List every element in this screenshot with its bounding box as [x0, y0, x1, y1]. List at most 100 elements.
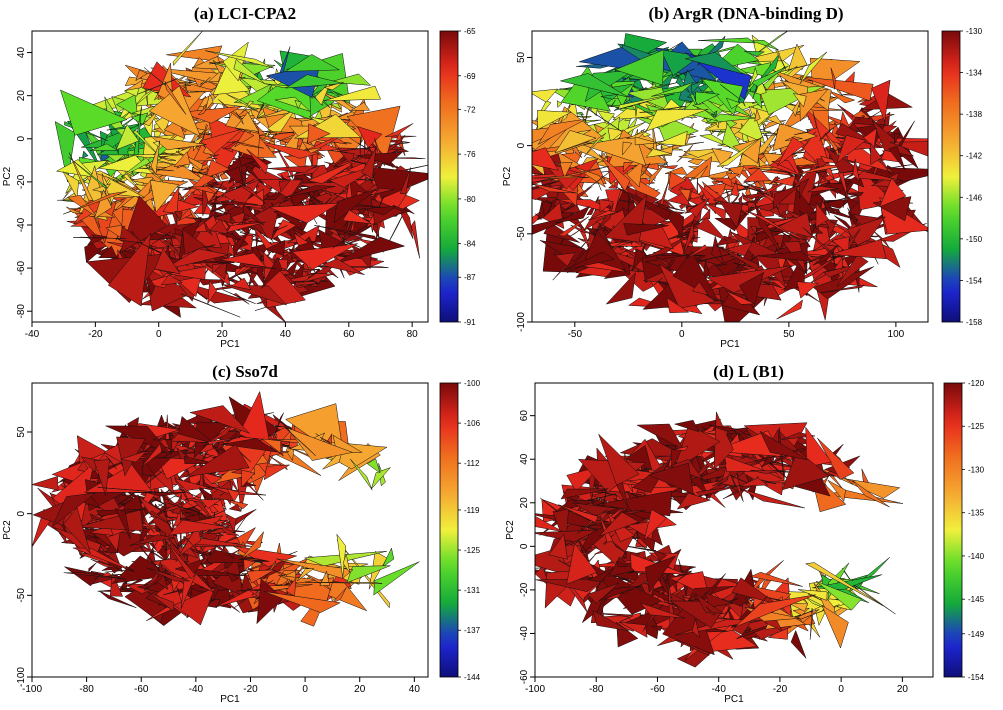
mesh-triangle [871, 79, 891, 123]
mesh-triangle [233, 58, 266, 85]
mesh-triangle [342, 209, 372, 225]
mesh-triangle [381, 547, 395, 568]
mesh-triangle [62, 170, 79, 200]
mesh-triangle [202, 146, 217, 156]
mesh-triangle [799, 51, 828, 84]
mesh-triangle [601, 176, 616, 187]
mesh-triangle [137, 77, 179, 95]
mesh-triangle [306, 127, 357, 151]
mesh-triangle [599, 199, 615, 213]
mesh-triangle [799, 178, 810, 199]
mesh-triangle [842, 190, 847, 208]
mesh-triangle [817, 169, 827, 188]
mesh-triangle [833, 251, 836, 266]
mesh-triangle [135, 85, 160, 106]
mesh-triangle [554, 252, 576, 267]
colorbar-tick-label: -69 [464, 72, 476, 81]
mesh-triangle [149, 557, 215, 593]
mesh-triangle [626, 159, 644, 188]
mesh-triangle [769, 176, 781, 185]
mesh-triangle [345, 237, 364, 245]
mesh-triangle [162, 516, 191, 521]
mesh-triangle [588, 210, 619, 221]
mesh-triangle [226, 221, 266, 233]
mesh-triangle [106, 123, 141, 131]
mesh-triangle [336, 233, 363, 242]
y-tick-label: 20 [16, 90, 27, 102]
mesh-triangle [246, 165, 262, 183]
mesh-triangle [762, 152, 785, 167]
mesh-triangle [556, 100, 563, 109]
mesh-triangle [73, 236, 127, 239]
mesh-triangle [819, 128, 834, 142]
mesh-triangle [632, 248, 647, 271]
y-tick-label: -100 [516, 312, 527, 332]
panel-title: (b) ArgR (DNA-binding D) [648, 4, 844, 23]
colorbar-tick-label: -125 [968, 422, 985, 431]
mesh-triangle [685, 52, 743, 75]
mesh-triangle [691, 80, 704, 94]
y-axis-label: PC2 [502, 166, 513, 186]
colorbar-tick-label: -87 [464, 273, 476, 282]
mesh-triangle [184, 456, 217, 464]
mesh-triangle [236, 141, 265, 149]
mesh-triangle [830, 239, 887, 260]
mesh-triangle [215, 532, 224, 537]
mesh-triangle [799, 88, 829, 122]
mesh-triangle [852, 158, 860, 183]
mesh-triangle [668, 171, 687, 191]
mesh-triangle [745, 90, 763, 110]
mesh-triangle [695, 91, 721, 107]
mesh-triangle [772, 175, 796, 187]
mesh-triangle [59, 89, 128, 136]
mesh-triangle [104, 183, 113, 205]
mesh-triangle [164, 81, 187, 115]
mesh-triangle [662, 199, 677, 211]
mesh-triangle [827, 90, 856, 104]
mesh-triangle [776, 136, 805, 167]
mesh-triangle [246, 148, 269, 175]
mesh-triangle [207, 509, 226, 519]
mesh-triangle [626, 130, 646, 139]
x-tick-label: 50 [783, 329, 795, 340]
mesh-triangle [751, 39, 780, 51]
colorbar-tick-label: -72 [464, 105, 476, 114]
mesh-triangle [135, 69, 148, 82]
mesh-triangle [284, 185, 336, 198]
mesh-triangle [107, 232, 152, 307]
mesh-triangle [243, 201, 281, 241]
mesh-triangle [92, 170, 124, 184]
colorbar-tick-label: -154 [966, 276, 983, 285]
mesh-triangle [676, 219, 703, 239]
mesh-triangle [212, 557, 244, 597]
mesh-triangle [728, 165, 745, 179]
mesh-triangle [763, 297, 768, 307]
colorbar-tick-label: -140 [968, 552, 985, 561]
mesh-triangle [828, 207, 841, 215]
mesh-triangle [66, 206, 84, 215]
mesh-triangle [532, 183, 577, 194]
mesh-triangle [361, 147, 377, 179]
mesh-triangle [263, 191, 284, 200]
mesh-triangle [894, 133, 901, 145]
mesh-triangle [586, 171, 611, 190]
mesh-triangle [91, 183, 112, 193]
mesh-triangle [93, 189, 113, 220]
mesh-triangle [711, 235, 725, 266]
mesh-triangle [628, 194, 630, 212]
mesh-triangle [205, 159, 231, 179]
mesh-triangle [226, 488, 240, 503]
mesh-triangle [598, 154, 631, 192]
mesh-triangle [173, 151, 191, 168]
mesh-triangle [725, 290, 755, 305]
mesh-triangle [752, 86, 757, 100]
mesh-triangle [161, 248, 229, 271]
mesh-triangle [888, 164, 913, 169]
mesh-triangle [725, 241, 753, 257]
mesh-triangle [641, 162, 651, 176]
mesh-triangle [98, 590, 137, 609]
mesh-triangle [219, 252, 267, 268]
mesh-triangle [676, 144, 693, 163]
mesh-triangle [845, 195, 859, 211]
